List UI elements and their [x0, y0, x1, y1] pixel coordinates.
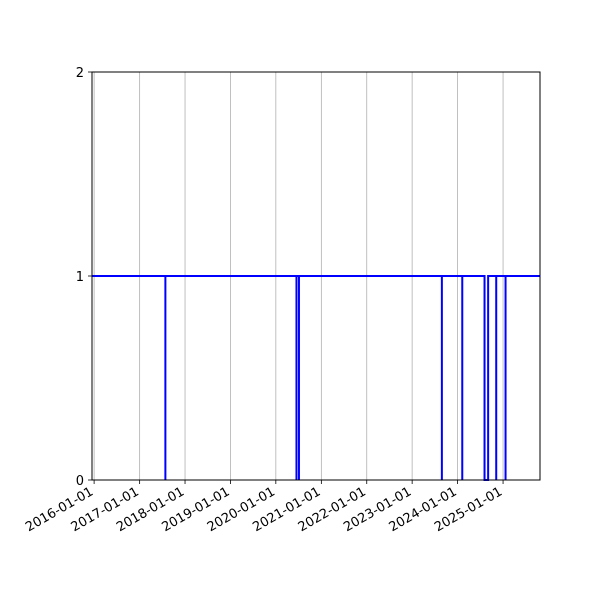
- y-tick-label: 1: [76, 270, 84, 285]
- plot-frame: [91, 71, 541, 481]
- y-tick-label: 0: [76, 474, 84, 489]
- y-tick-label: 2: [76, 66, 84, 81]
- data-line: [92, 275, 540, 481]
